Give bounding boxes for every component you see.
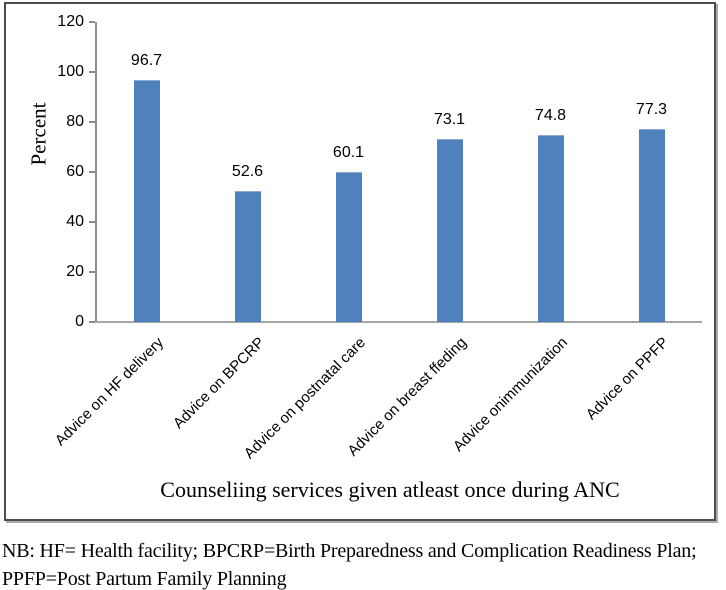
y-axis-tick (89, 221, 95, 223)
bar (133, 80, 160, 322)
y-axis-tick (89, 321, 95, 323)
y-axis-tick-label: 20 (66, 263, 84, 280)
category-label: Advice on postnatal care (240, 334, 369, 463)
note-line-1: NB: HF= Health facility; BPCRP=Birth Pre… (2, 540, 697, 562)
bar-value-label: 74.8 (534, 107, 567, 124)
x-axis-title: Counseliing services given atleast once … (160, 477, 620, 502)
y-axis-tick-label: 60 (66, 163, 84, 180)
bar-value-label: 77.3 (635, 100, 668, 118)
bar (638, 128, 665, 322)
figure-note: NB: HF= Health facility; BPCRP=Birth Pre… (2, 537, 724, 590)
y-axis-tick (89, 171, 95, 173)
x-axis-line (95, 321, 702, 323)
y-axis-title: Percent (26, 102, 51, 166)
y-axis-tick (89, 271, 95, 273)
y-axis-tick-label: 40 (66, 213, 84, 230)
note-line-2: PPFP=Post Partum Family Planning (2, 568, 287, 590)
category-label: Advice on breast ffeding (343, 334, 470, 460)
category-label: Advice on PPFP (582, 334, 672, 424)
bar-value-label: 52.6 (231, 162, 264, 180)
y-axis-tick-label: 120 (57, 13, 84, 30)
category-label: Advice on BPCRP (169, 334, 268, 433)
y-axis-tick (89, 71, 95, 73)
y-axis-tick-label: 0 (75, 313, 84, 330)
bar-value-label: 73.1 (433, 111, 466, 129)
bar (335, 171, 362, 322)
y-axis-tick (89, 121, 95, 123)
y-axis-tick (89, 21, 95, 23)
bar (436, 139, 463, 322)
y-axis-tick-label: 100 (57, 63, 84, 80)
y-axis-line (95, 22, 97, 322)
bar (537, 135, 564, 322)
bar-value-label: 96.7 (130, 52, 163, 70)
y-axis-tick-label: 80 (66, 113, 84, 130)
bar-value-label: 60.1 (332, 143, 365, 161)
bar (234, 190, 261, 322)
category-label: Advice onimmunization (449, 334, 571, 456)
